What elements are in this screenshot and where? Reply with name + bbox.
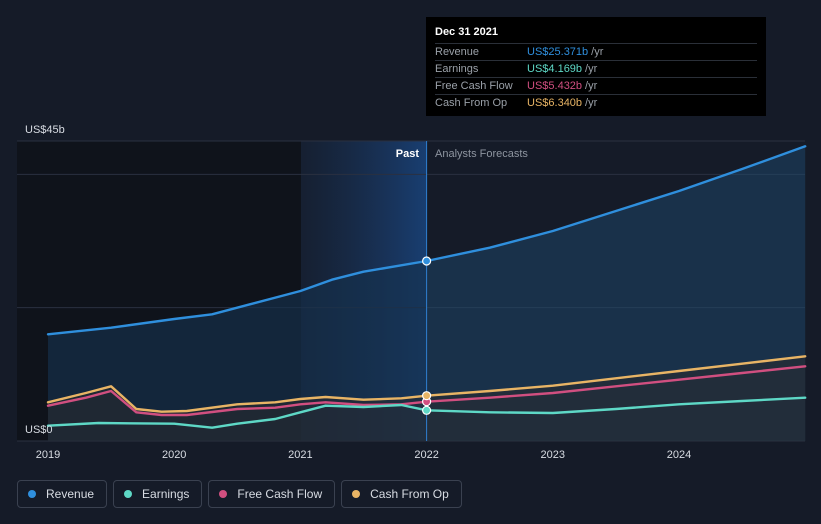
legend: Revenue Earnings Free Cash Flow Cash Fro… <box>17 480 462 508</box>
legend-label: Revenue <box>46 487 95 501</box>
legend-item-earnings[interactable]: Earnings <box>113 480 203 508</box>
legend-item-revenue[interactable]: Revenue <box>17 480 108 508</box>
tooltip-label: Earnings <box>435 63 479 75</box>
tooltip-unit: /yr <box>585 63 598 75</box>
series-line-earnings <box>46 396 807 429</box>
past-dark-region <box>17 141 301 441</box>
y-tick-top: US$45b <box>25 124 65 136</box>
x-tick-2021: 2021 <box>288 449 312 461</box>
series-line-revenue <box>46 145 807 336</box>
forecast-label: Analysts Forecasts <box>435 148 528 160</box>
x-tick-2019: 2019 <box>36 449 60 461</box>
tooltip-value: US$5.432b <box>527 80 583 92</box>
legend-label: Free Cash Flow <box>237 487 323 501</box>
tooltip-unit: /yr <box>591 46 604 58</box>
marker-earnings <box>422 405 432 415</box>
marker-cash-from-op <box>422 391 432 401</box>
tooltip-date: Dec 31 2021 <box>435 26 498 38</box>
revenue-area-past <box>48 261 427 441</box>
tooltip-value: US$25.371b <box>527 46 589 58</box>
tooltip-row-revenue: Revenue US$25.371b /yr <box>435 43 757 60</box>
tooltip-label: Revenue <box>435 46 480 58</box>
tooltip-value: US$6.340b <box>527 97 583 109</box>
legend-dot-icon <box>124 490 133 498</box>
legend-dot-icon <box>28 490 36 498</box>
x-tick-2022: 2022 <box>414 449 438 461</box>
tooltip-unit: /yr <box>585 97 598 109</box>
tooltip-row-cash-from-op: Cash From Op US$6.340b /yr <box>435 94 757 111</box>
x-tick-2023: 2023 <box>541 449 565 461</box>
tooltip-unit: /yr <box>585 80 598 92</box>
tooltip: Dec 31 2021 Revenue US$25.371b /yr Earni… <box>426 17 766 116</box>
series-line-cash-from-op <box>46 355 807 413</box>
past-label: Past <box>396 148 420 160</box>
tooltip-label: Free Cash Flow <box>435 80 513 92</box>
y-tick-bottom: US$0 <box>25 424 53 436</box>
marker-revenue <box>422 256 432 266</box>
legend-item-free-cash-flow[interactable]: Free Cash Flow <box>208 480 336 508</box>
past-highlight-region <box>301 141 427 441</box>
tooltip-row-free-cash-flow: Free Cash Flow US$5.432b /yr <box>435 77 757 94</box>
x-tick-2020: 2020 <box>162 449 186 461</box>
tooltip-value: US$4.169b <box>527 63 583 75</box>
legend-label: Earnings <box>142 487 190 501</box>
legend-label: Cash From Op <box>370 487 449 501</box>
tooltip-row-earnings: Earnings US$4.169b /yr <box>435 60 757 77</box>
x-tick-2024: 2024 <box>667 449 691 461</box>
legend-dot-icon <box>219 490 228 498</box>
tooltip-label: Cash From Op <box>435 97 508 109</box>
legend-dot-icon <box>352 490 361 498</box>
legend-item-cash-from-op[interactable]: Cash From Op <box>341 480 462 508</box>
series-line-free-cash-flow <box>46 365 807 417</box>
